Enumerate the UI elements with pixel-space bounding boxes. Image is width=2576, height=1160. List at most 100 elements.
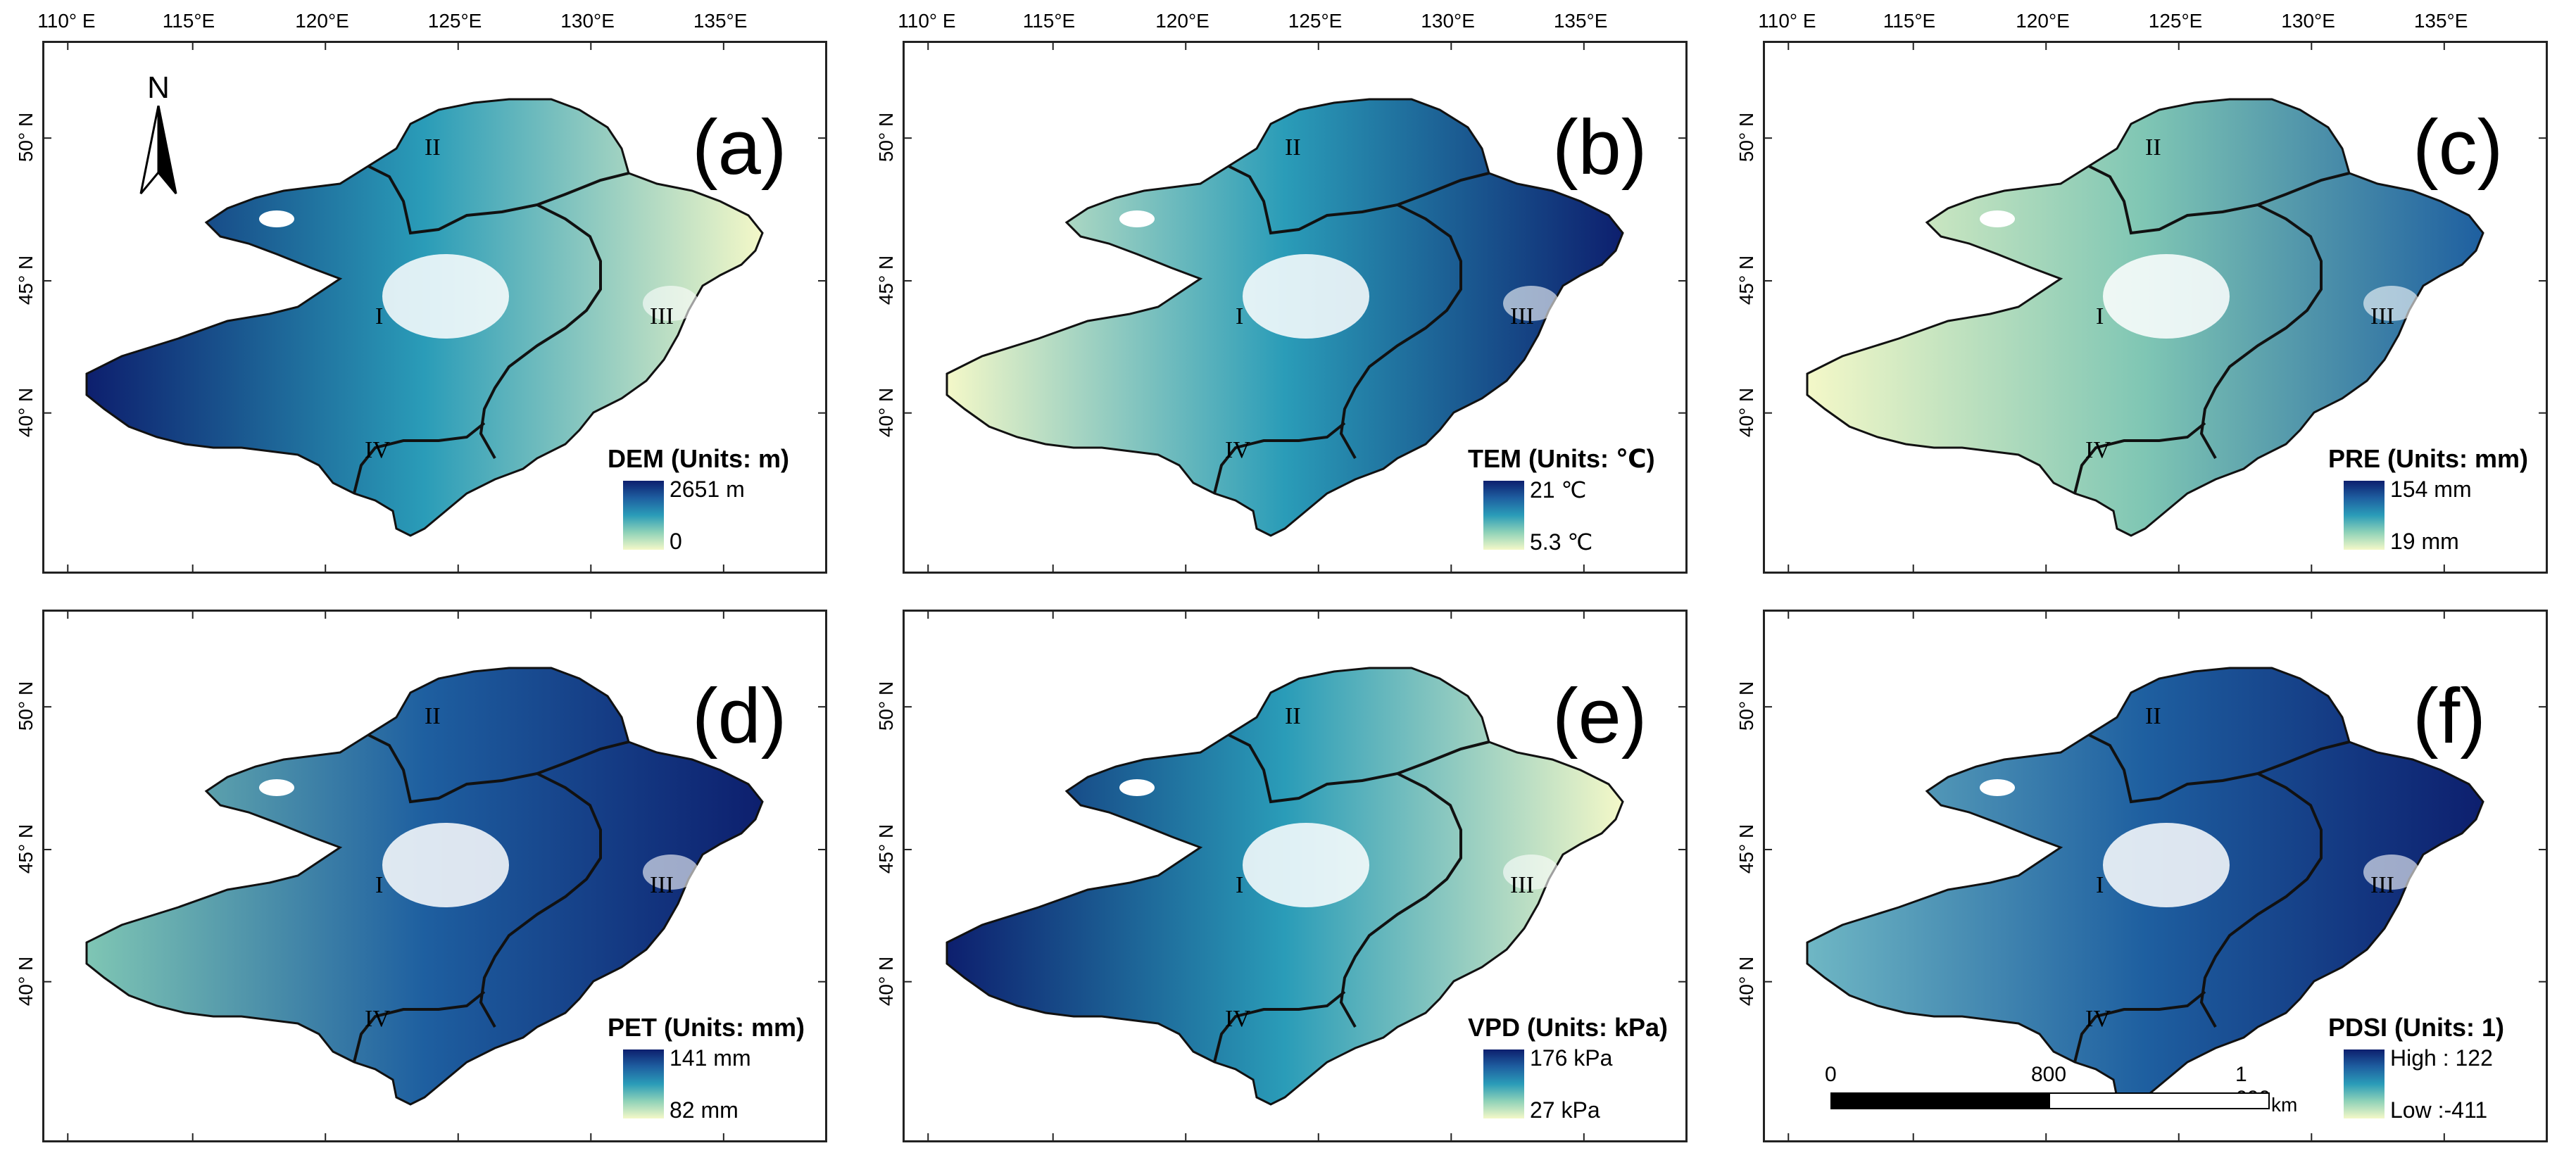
legend-colorbar bbox=[2344, 481, 2385, 550]
mask-area bbox=[1980, 210, 2015, 227]
region-label-i: I bbox=[375, 872, 384, 898]
mask-area bbox=[2363, 855, 2420, 890]
lon-tick-label: 120°E bbox=[295, 10, 349, 32]
mask-area bbox=[1119, 210, 1155, 227]
region-label-iii: III bbox=[2370, 872, 2394, 898]
lon-tick-label: 115°E bbox=[1883, 10, 1936, 32]
boundary-iv bbox=[2073, 422, 2206, 494]
panel-letter: (c) bbox=[2413, 104, 2503, 191]
lat-tick-label: 40° N bbox=[1735, 387, 1758, 437]
mask-area bbox=[1503, 855, 1559, 890]
region-label-iv: IV bbox=[1225, 1006, 1250, 1032]
map-svg bbox=[1765, 612, 2546, 1140]
region-label-iii: III bbox=[650, 872, 674, 898]
lat-tick-label: 50° N bbox=[1735, 113, 1758, 163]
region-label-iv: IV bbox=[2085, 437, 2111, 463]
legend-title: PDSI (Units: 1) bbox=[2328, 1013, 2505, 1042]
mask-area bbox=[259, 210, 294, 227]
mask-area bbox=[2363, 286, 2420, 321]
north-label: N bbox=[147, 70, 170, 105]
lat-tick-label: 50° N bbox=[875, 681, 898, 731]
boundary-iv bbox=[1213, 990, 1346, 1063]
lon-tick-label: 130°E bbox=[560, 10, 615, 32]
mask-area bbox=[1503, 286, 1559, 321]
boundary-iv bbox=[353, 422, 486, 494]
legend-colorbar bbox=[623, 481, 664, 550]
lon-tick-label: 120°E bbox=[1155, 10, 1210, 32]
scale-label: 800 bbox=[2031, 1063, 2067, 1086]
legend-high-value: High : 122 bbox=[2390, 1045, 2493, 1071]
map-svg bbox=[44, 43, 825, 572]
boundary-iii bbox=[1339, 203, 1462, 459]
lat-tick-label: 45° N bbox=[875, 824, 898, 874]
lon-tick-label: 135°E bbox=[693, 10, 748, 32]
legend-low-value: 5.3 ℃ bbox=[1530, 529, 1593, 555]
lat-tick-label: 40° N bbox=[875, 956, 898, 1006]
map-panel-e: II I III IV (e) VPD (Units: kPa) 176 kPa… bbox=[903, 610, 1688, 1142]
legend-high-value: 2651 m bbox=[670, 477, 745, 502]
region-label-i: I bbox=[1236, 303, 1244, 329]
region-label-iv: IV bbox=[365, 437, 390, 463]
scale-unit: km bbox=[2271, 1094, 2298, 1116]
legend-high-value: 154 mm bbox=[2390, 477, 2472, 502]
region-label-i: I bbox=[1236, 872, 1244, 898]
lat-tick-label: 45° N bbox=[1735, 255, 1758, 305]
scale-bar-black bbox=[1830, 1092, 2052, 1109]
legend-colorbar bbox=[1483, 1049, 1524, 1118]
legend-title: TEM (Units: ℃) bbox=[1468, 444, 1655, 473]
region-label-i: I bbox=[2096, 303, 2104, 329]
north-arrow: N bbox=[134, 70, 183, 201]
boundary-iii bbox=[479, 772, 602, 1028]
panel-letter: (b) bbox=[1552, 104, 1647, 191]
lat-tick-label: 45° N bbox=[875, 255, 898, 305]
mask-area bbox=[382, 254, 509, 339]
region-label-iv: IV bbox=[365, 1006, 390, 1032]
legend-low-value: Low :-411 bbox=[2390, 1097, 2488, 1123]
boundary-ii bbox=[2088, 733, 2350, 804]
map-svg bbox=[905, 43, 1685, 572]
map-svg bbox=[1765, 43, 2546, 572]
map-panel-d: II I III IV (d) PET (Units: mm) 141 mm 8… bbox=[42, 610, 827, 1142]
legend-title: PET (Units: mm) bbox=[608, 1013, 805, 1042]
lat-tick-label: 45° N bbox=[1735, 824, 1758, 874]
mask-area bbox=[2103, 254, 2230, 339]
legend-title: VPD (Units: kPa) bbox=[1468, 1013, 1669, 1042]
boundary-ii bbox=[367, 733, 629, 804]
legend-high-value: 176 kPa bbox=[1530, 1045, 1613, 1071]
legend-low-value: 27 kPa bbox=[1530, 1097, 1600, 1123]
lat-tick-label: 50° N bbox=[1735, 681, 1758, 731]
lon-tick-label: 135°E bbox=[1553, 10, 1608, 32]
lat-tick-label: 50° N bbox=[15, 113, 37, 163]
region-label-i: I bbox=[2096, 872, 2104, 898]
boundary-iv bbox=[353, 990, 486, 1063]
region-label-ii: II bbox=[2145, 703, 2161, 729]
panel-letter: (a) bbox=[692, 104, 787, 191]
legend-colorbar bbox=[1483, 481, 1524, 550]
lat-tick-label: 40° N bbox=[15, 956, 37, 1006]
region-label-iv: IV bbox=[1225, 437, 1250, 463]
map-panel-f: II I III IV (f) PDSI (Units: 1) High : 1… bbox=[1763, 610, 2548, 1142]
mask-area bbox=[1243, 823, 1369, 907]
mask-area bbox=[382, 823, 509, 907]
lon-tick-label: 125°E bbox=[1288, 10, 1343, 32]
lat-tick-label: 45° N bbox=[15, 824, 37, 874]
lon-tick-label: 120°E bbox=[2016, 10, 2070, 32]
region-label-ii: II bbox=[2145, 134, 2161, 160]
region-label-ii: II bbox=[1285, 703, 1301, 729]
scale-bar-white bbox=[2049, 1092, 2270, 1109]
boundary-ii bbox=[2088, 165, 2350, 235]
lon-tick-label: 130°E bbox=[1421, 10, 1475, 32]
mask-area bbox=[1119, 779, 1155, 796]
mask-area bbox=[643, 286, 699, 321]
legend-low-value: 19 mm bbox=[2390, 529, 2459, 554]
north-arrow-icon bbox=[139, 105, 177, 194]
panel-letter: (f) bbox=[2413, 673, 2486, 759]
lat-tick-label: 50° N bbox=[15, 681, 37, 731]
lon-tick-label: 125°E bbox=[2148, 10, 2203, 32]
region-label-iii: III bbox=[1510, 872, 1534, 898]
legend-low-value: 0 bbox=[670, 529, 682, 554]
mask-area bbox=[1980, 779, 2015, 796]
boundary-iii bbox=[2199, 203, 2323, 459]
